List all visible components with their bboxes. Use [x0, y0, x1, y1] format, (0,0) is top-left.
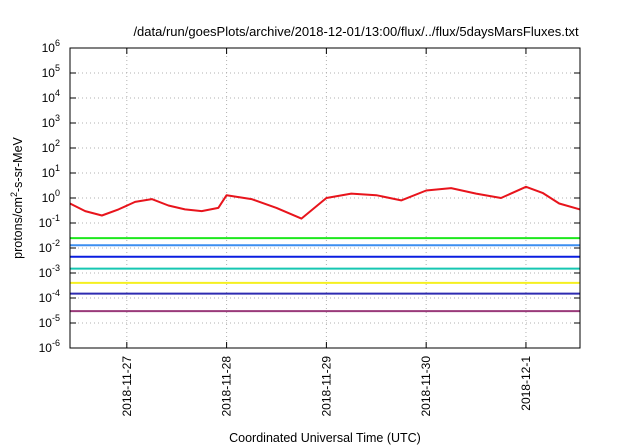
y-tick-label: 103 — [42, 113, 60, 130]
y-tick-base: 10 — [42, 166, 56, 180]
y-tick-exponent: 4 — [55, 88, 60, 98]
x-tick-label: 2018-12-1 — [519, 356, 533, 411]
y-tick-base: 10 — [39, 316, 53, 330]
y-tick-base: 10 — [42, 116, 56, 130]
y-tick-label: 101 — [42, 163, 60, 180]
y-tick-label: 102 — [42, 138, 60, 155]
y-tick-label: 10-6 — [39, 338, 60, 355]
y-axis: 10-610-510-410-310-210-11001011021031041… — [39, 38, 580, 355]
y-tick-label: 10-2 — [39, 238, 60, 255]
y-tick-exponent: -1 — [52, 213, 60, 223]
x-tick-label: 2018-11-27 — [120, 356, 134, 417]
y-tick-label: 105 — [42, 63, 60, 80]
y-tick-exponent: 6 — [55, 38, 60, 48]
y-tick-label: 106 — [42, 38, 60, 55]
y-tick-label: 10-1 — [39, 213, 60, 230]
x-tick-label: 2018-11-29 — [319, 356, 333, 417]
series-line-1 — [69, 185, 581, 220]
x-tick-label: 2018-11-28 — [220, 356, 234, 417]
y-tick-base: 10 — [42, 41, 56, 55]
y-tick-base: 10 — [42, 66, 56, 80]
y-tick-base: 10 — [42, 141, 56, 155]
y-tick-label: 10-5 — [39, 313, 60, 330]
y-tick-base: 10 — [39, 216, 53, 230]
y-tick-base: 10 — [42, 91, 56, 105]
y-tick-exponent: -6 — [52, 338, 60, 348]
y-tick-label: 10-3 — [39, 263, 60, 280]
y-tick-base: 10 — [39, 291, 53, 305]
series-layer — [69, 185, 581, 313]
y-tick-label: 100 — [42, 188, 60, 205]
chart-title: /data/run/goesPlots/archive/2018-12-01/1… — [133, 24, 579, 39]
y-tick-base: 10 — [42, 191, 56, 205]
y-tick-label: 10-4 — [39, 288, 60, 305]
y-tick-exponent: 1 — [55, 163, 60, 173]
y-tick-exponent: 0 — [55, 188, 60, 198]
y-tick-exponent: 2 — [55, 138, 60, 148]
y-tick-base: 10 — [39, 241, 53, 255]
y-axis-label: protons/cm2-s-sr-MeV — [9, 136, 25, 258]
y-tick-exponent: -5 — [52, 313, 60, 323]
y-tick-base: 10 — [39, 266, 53, 280]
y-tick-label: 104 — [42, 88, 60, 105]
y-tick-exponent: -4 — [52, 288, 60, 298]
y-tick-exponent: -3 — [52, 263, 60, 273]
x-axis-label: Coordinated Universal Time (UTC) — [229, 431, 421, 445]
y-tick-exponent: 3 — [55, 113, 60, 123]
x-axis: 2018-11-27 2018-11-28 2018-11-29 2018-11-30… — [120, 48, 533, 417]
y-tick-base: 10 — [39, 341, 53, 355]
x-tick-label: 2018-11-30 — [419, 356, 433, 417]
grid — [70, 48, 580, 348]
y-tick-exponent: -2 — [52, 238, 60, 248]
y-tick-exponent: 5 — [55, 63, 60, 73]
